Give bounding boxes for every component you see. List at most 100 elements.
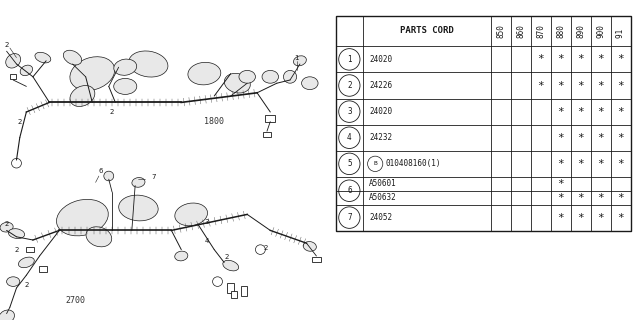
Circle shape xyxy=(339,127,360,148)
Ellipse shape xyxy=(0,310,15,320)
Text: *: * xyxy=(617,193,624,203)
Ellipse shape xyxy=(132,178,145,187)
Text: 2: 2 xyxy=(17,119,22,124)
Text: *: * xyxy=(617,54,624,64)
Text: *: * xyxy=(577,133,584,143)
Ellipse shape xyxy=(63,50,82,65)
Ellipse shape xyxy=(175,203,207,226)
Text: *: * xyxy=(597,159,604,169)
Text: 6: 6 xyxy=(347,186,351,195)
Text: *: * xyxy=(617,159,624,169)
Bar xyxy=(39,266,47,272)
Text: 890: 890 xyxy=(576,24,585,38)
Ellipse shape xyxy=(188,62,221,85)
Text: 2: 2 xyxy=(110,109,115,115)
Circle shape xyxy=(367,156,383,172)
Text: *: * xyxy=(577,81,584,91)
Text: 880: 880 xyxy=(556,24,565,38)
Text: *: * xyxy=(617,212,624,223)
Ellipse shape xyxy=(0,222,13,232)
Ellipse shape xyxy=(175,251,188,261)
Text: *: * xyxy=(617,81,624,91)
Text: 2700: 2700 xyxy=(66,296,86,305)
Text: *: * xyxy=(557,81,564,91)
Text: 7: 7 xyxy=(152,174,156,180)
Text: *: * xyxy=(577,159,584,169)
Text: *: * xyxy=(617,133,624,143)
Ellipse shape xyxy=(70,85,95,107)
Text: 24226: 24226 xyxy=(369,81,392,90)
Text: *: * xyxy=(577,212,584,223)
Ellipse shape xyxy=(114,78,137,94)
Ellipse shape xyxy=(284,70,297,83)
Circle shape xyxy=(339,101,360,122)
Ellipse shape xyxy=(225,73,250,93)
Ellipse shape xyxy=(70,57,115,91)
Text: *: * xyxy=(577,54,584,64)
Circle shape xyxy=(339,153,360,175)
Ellipse shape xyxy=(104,171,114,181)
Ellipse shape xyxy=(114,59,137,75)
Circle shape xyxy=(339,75,360,96)
Text: *: * xyxy=(597,107,604,116)
Ellipse shape xyxy=(303,242,316,251)
Bar xyxy=(227,283,234,293)
Text: 4: 4 xyxy=(204,238,209,244)
Ellipse shape xyxy=(20,65,33,76)
Text: B: B xyxy=(373,161,377,166)
Text: *: * xyxy=(557,133,564,143)
Circle shape xyxy=(12,158,21,168)
Text: *: * xyxy=(557,193,564,203)
Text: 91: 91 xyxy=(616,24,625,38)
Text: 3: 3 xyxy=(347,107,351,116)
Text: 2: 2 xyxy=(24,282,29,288)
Circle shape xyxy=(339,180,360,202)
Circle shape xyxy=(339,207,360,228)
Text: 6: 6 xyxy=(99,168,104,174)
Ellipse shape xyxy=(129,51,168,77)
Text: *: * xyxy=(617,107,624,116)
Ellipse shape xyxy=(8,229,25,238)
Circle shape xyxy=(255,245,266,254)
Ellipse shape xyxy=(6,53,20,68)
Text: PARTS CORD: PARTS CORD xyxy=(400,27,454,36)
Text: *: * xyxy=(597,193,604,203)
Text: *: * xyxy=(577,193,584,203)
Bar xyxy=(26,247,34,252)
Bar xyxy=(10,74,17,79)
Text: *: * xyxy=(557,179,564,189)
Text: 870: 870 xyxy=(536,24,545,38)
Ellipse shape xyxy=(6,277,20,286)
Text: 2: 2 xyxy=(224,254,228,260)
Text: 5: 5 xyxy=(347,159,351,168)
Ellipse shape xyxy=(118,195,158,221)
Text: *: * xyxy=(538,54,544,64)
Text: 1800: 1800 xyxy=(204,117,225,126)
Text: 7: 7 xyxy=(347,213,351,222)
Text: *: * xyxy=(597,212,604,223)
Text: 2: 2 xyxy=(4,221,9,227)
Text: 2: 2 xyxy=(264,244,268,251)
Text: *: * xyxy=(538,81,544,91)
Bar xyxy=(263,132,271,137)
Text: 2: 2 xyxy=(347,81,351,90)
Ellipse shape xyxy=(294,56,307,66)
Text: *: * xyxy=(557,107,564,116)
Text: A50632: A50632 xyxy=(369,193,397,202)
Ellipse shape xyxy=(223,260,239,271)
Ellipse shape xyxy=(35,52,51,63)
Text: *: * xyxy=(557,212,564,223)
Bar xyxy=(312,257,321,262)
Text: *: * xyxy=(597,54,604,64)
Text: 010408160(1): 010408160(1) xyxy=(386,159,442,168)
Text: A50601: A50601 xyxy=(369,179,397,188)
Text: 2: 2 xyxy=(4,42,9,48)
Bar xyxy=(266,115,275,122)
Text: 24020: 24020 xyxy=(369,55,392,64)
Ellipse shape xyxy=(56,199,108,236)
Ellipse shape xyxy=(301,77,318,90)
Text: *: * xyxy=(577,107,584,116)
Circle shape xyxy=(212,277,223,286)
Text: *: * xyxy=(557,54,564,64)
Text: 1: 1 xyxy=(347,55,351,64)
